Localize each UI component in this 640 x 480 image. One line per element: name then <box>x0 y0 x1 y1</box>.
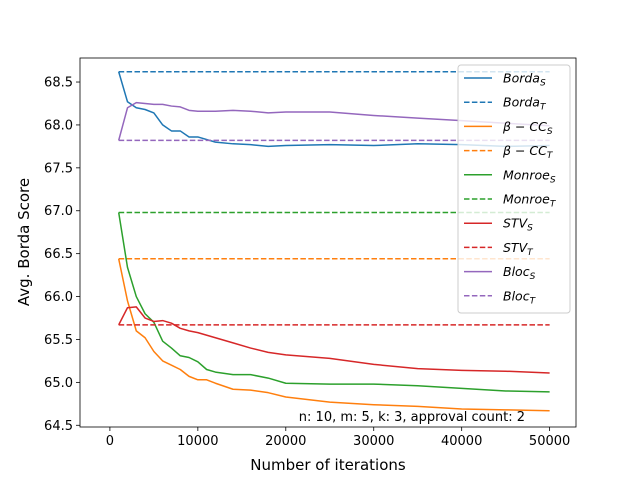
series-line-bloc-s <box>117 101 550 141</box>
legend-label: STVS <box>503 216 533 234</box>
series-line-stv-s <box>118 306 550 374</box>
legend-label: BlocT <box>503 288 537 306</box>
y-tick-label: 65.0 <box>44 376 73 391</box>
series-line--cc-s <box>117 258 550 412</box>
x-axis-label: Number of iterations <box>250 456 406 474</box>
x-tick-label: 10000 <box>177 434 218 449</box>
y-tick-label: 64.5 <box>44 419 73 434</box>
legend-label: BordaT <box>503 95 547 113</box>
x-tick-label: 40000 <box>441 434 482 449</box>
axes-frame <box>79 57 577 428</box>
y-tick-label: 68.5 <box>44 76 73 91</box>
y-axis: 64.5 65.0 65.5 66.0 66.5 67.0 67.5 68.0 68.5 <box>44 76 80 434</box>
series-line-borda-s <box>117 71 550 148</box>
y-tick-label: 66.0 <box>44 290 73 305</box>
x-tick-label: 30000 <box>353 434 394 449</box>
chart-annotation: n: 10, m: 5, k: 3, approval count: 2 <box>299 410 525 425</box>
y-tick-label: 65.5 <box>44 333 73 348</box>
legend-label: MonroeT <box>503 192 557 210</box>
series-line-monroe-s <box>117 212 550 393</box>
y-tick-label: 66.5 <box>44 247 73 262</box>
x-axis: 0 10000 20000 30000 40000 50000 <box>106 427 570 449</box>
x-tick-label: 20000 <box>265 434 306 449</box>
y-tick-label: 67.0 <box>44 204 73 219</box>
legend-label: β − CCS <box>502 119 553 137</box>
x-tick-label: 0 <box>106 434 114 449</box>
y-tick-label: 67.5 <box>44 161 73 176</box>
legend-label: BordaS <box>503 71 546 89</box>
legend-label: β − CCT <box>502 143 554 161</box>
y-axis-label: Avg. Borda Score <box>15 178 33 306</box>
legend: BordaS BordaT β − CCS β − CCT MonroeS MonroeT… <box>457 64 571 314</box>
legend-label: MonroeS <box>503 167 556 185</box>
x-tick-label: 50000 <box>529 434 570 449</box>
legend-label: STVT <box>503 240 534 258</box>
y-tick-label: 68.0 <box>44 118 73 133</box>
legend-label: BlocS <box>503 264 536 282</box>
